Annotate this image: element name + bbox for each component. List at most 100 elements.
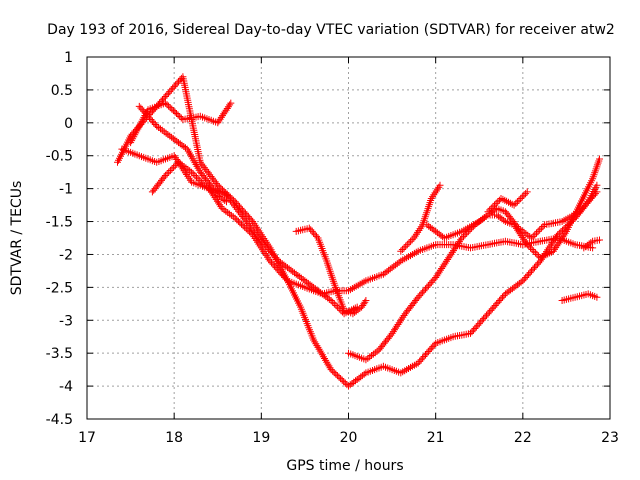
data-point — [520, 235, 528, 243]
data-point — [169, 107, 177, 115]
data-point — [448, 248, 456, 256]
data-point — [173, 110, 180, 117]
data-point — [451, 245, 459, 253]
data-point — [269, 251, 277, 258]
x-tick-labels: 17 18 19 20 21 22 23 — [78, 430, 619, 446]
data-point — [417, 290, 425, 298]
data-point — [475, 320, 483, 328]
data-point — [554, 240, 562, 248]
data-point — [146, 114, 153, 122]
data-point — [501, 196, 509, 204]
data-point — [536, 226, 544, 234]
data-point — [325, 295, 333, 303]
data-point — [282, 275, 290, 283]
data-point — [157, 125, 164, 133]
plot-frame — [86, 56, 611, 420]
data-point — [257, 237, 265, 245]
data-point — [329, 298, 337, 306]
data-point — [590, 191, 598, 199]
data-point — [587, 239, 595, 247]
data-point — [469, 326, 477, 334]
data-point — [416, 357, 424, 365]
data-point — [577, 206, 585, 214]
data-point — [549, 238, 557, 246]
data-point — [247, 223, 255, 231]
data-point — [593, 181, 601, 189]
data-point — [161, 93, 169, 100]
data-point — [315, 345, 323, 353]
x-tick-label: 19 — [252, 430, 270, 446]
data-point — [236, 219, 244, 227]
data-point — [305, 224, 313, 232]
data-point — [523, 188, 531, 196]
data-series — [114, 73, 603, 390]
data-point — [232, 204, 240, 212]
series-track-f — [292, 224, 370, 318]
data-point — [272, 254, 280, 262]
data-point — [245, 221, 253, 229]
data-point — [276, 269, 284, 277]
data-point — [552, 244, 560, 252]
data-point — [200, 164, 208, 172]
data-point — [150, 119, 158, 127]
data-point — [171, 108, 179, 116]
series-track-d — [148, 158, 230, 206]
data-point — [515, 196, 523, 204]
data-point — [340, 378, 348, 386]
data-point — [223, 105, 231, 112]
data-point — [172, 81, 180, 89]
data-point — [433, 272, 441, 280]
data-point — [362, 297, 370, 304]
data-point — [522, 190, 530, 198]
y-tick-label: -3.5 — [46, 346, 73, 362]
data-point — [165, 102, 173, 110]
data-point — [268, 249, 275, 257]
data-point — [400, 244, 408, 252]
data-point — [266, 257, 274, 265]
data-point — [329, 367, 337, 375]
y-tick-label: -2 — [59, 247, 73, 263]
data-point — [430, 341, 438, 349]
data-point — [532, 262, 540, 270]
y-tick-label: 0.5 — [51, 83, 73, 99]
data-point — [557, 236, 564, 244]
data-point — [435, 268, 443, 276]
data-point — [434, 270, 442, 278]
data-point — [424, 348, 432, 355]
data-point — [551, 245, 558, 253]
data-point — [440, 261, 448, 269]
data-point — [214, 119, 222, 127]
data-point — [403, 241, 411, 249]
data-point — [583, 199, 591, 207]
data-point — [196, 176, 204, 184]
data-point — [215, 199, 222, 207]
data-point — [273, 265, 281, 273]
data-point — [174, 111, 182, 119]
data-point — [412, 230, 420, 238]
data-point — [213, 197, 221, 205]
data-point — [522, 274, 530, 281]
x-tick-label: 23 — [601, 430, 619, 446]
data-point — [199, 180, 207, 188]
data-point — [193, 173, 200, 181]
data-point — [494, 298, 502, 306]
data-point — [471, 325, 479, 332]
data-point — [227, 99, 235, 107]
data-point — [162, 129, 170, 137]
data-point — [399, 313, 407, 321]
data-point — [170, 83, 178, 91]
data-point — [515, 224, 522, 232]
data-point — [586, 196, 594, 204]
data-point — [210, 176, 218, 184]
data-point — [593, 293, 601, 301]
data-point — [135, 102, 143, 110]
data-point — [269, 260, 277, 268]
data-point — [405, 239, 413, 247]
data-point — [341, 379, 349, 387]
data-point — [525, 242, 533, 250]
data-point — [188, 168, 196, 176]
data-point — [414, 293, 422, 301]
data-point — [555, 229, 563, 237]
data-point — [407, 237, 415, 245]
data-point — [553, 242, 561, 250]
